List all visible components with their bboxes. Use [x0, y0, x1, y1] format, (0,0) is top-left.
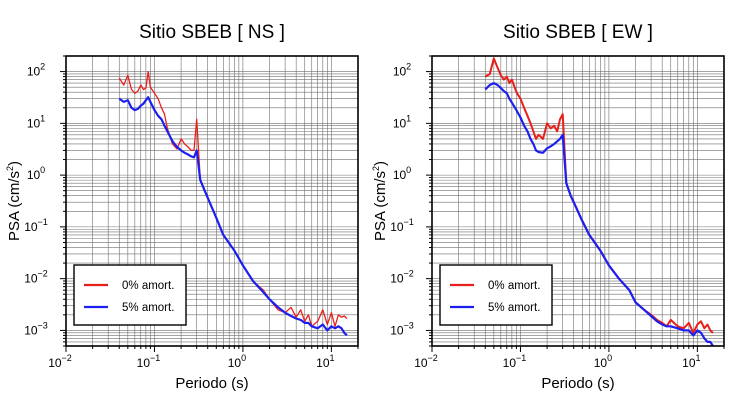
- grid: [432, 56, 724, 346]
- legend: 0% amort. 5% amort.: [439, 264, 553, 326]
- y-tick-label: 10−3: [24, 320, 48, 337]
- y-tick-label: 100: [393, 165, 411, 182]
- x-tick-label: 100: [228, 353, 246, 370]
- grid: [66, 56, 358, 346]
- x-tick-label: 10−1: [503, 353, 527, 370]
- y-tick-label: 100: [27, 165, 45, 182]
- series-line-amort-5: [484, 81, 714, 347]
- y-tick-label: 10−3: [390, 320, 414, 337]
- chart-panel-ns: 10−2 10−1 100 10110−310−210−1100101102Sitio…: [5, 22, 359, 392]
- y-tick-label: 101: [393, 113, 411, 130]
- tick-marks: [426, 55, 725, 352]
- y-tick-label: 10−2: [24, 269, 48, 286]
- y-axis-label: PSA (cm/s2): [5, 161, 23, 241]
- x-tick-label: 101: [316, 353, 334, 370]
- y-tick-label: 10−2: [390, 269, 414, 286]
- y-tick-label: 102: [393, 62, 411, 79]
- y-tick-label: 10−1: [390, 217, 414, 234]
- legend-label: 5% amort.: [122, 302, 174, 314]
- y-tick-label: 10−1: [24, 217, 48, 234]
- chart-title: Sitio SBEB [ EW ]: [503, 22, 653, 43]
- y-tick-label: 102: [27, 62, 45, 79]
- legend-label: 0% amort.: [122, 280, 174, 292]
- chart-title: Sitio SBEB [ NS ]: [139, 22, 285, 43]
- x-tick-label: 100: [594, 353, 612, 370]
- x-axis-label: Periodo (s): [175, 375, 248, 392]
- legend-label: 0% amort.: [488, 280, 540, 292]
- x-tick-label: 10−2: [414, 353, 438, 370]
- y-tick-label: 101: [27, 113, 45, 130]
- plot-frame: [65, 55, 359, 347]
- series-line-amort-5: [118, 96, 348, 337]
- y-axis-label: PSA (cm/s2): [371, 161, 389, 241]
- legend-box: [73, 264, 187, 326]
- tick-marks: [60, 55, 359, 352]
- chart-panel-ew: 10−2 10−1 100 10110−310−210−1100101102Sitio…: [371, 22, 725, 392]
- x-axis-label: Periodo (s): [541, 375, 614, 392]
- legend-label: 5% amort.: [488, 302, 540, 314]
- legend: 0% amort. 5% amort.: [73, 264, 187, 326]
- x-tick-label: 10−2: [48, 353, 72, 370]
- plot-frame: [431, 55, 725, 347]
- x-tick-label: 101: [682, 353, 700, 370]
- legend-box: [439, 264, 553, 326]
- x-tick-label: 10−1: [137, 353, 161, 370]
